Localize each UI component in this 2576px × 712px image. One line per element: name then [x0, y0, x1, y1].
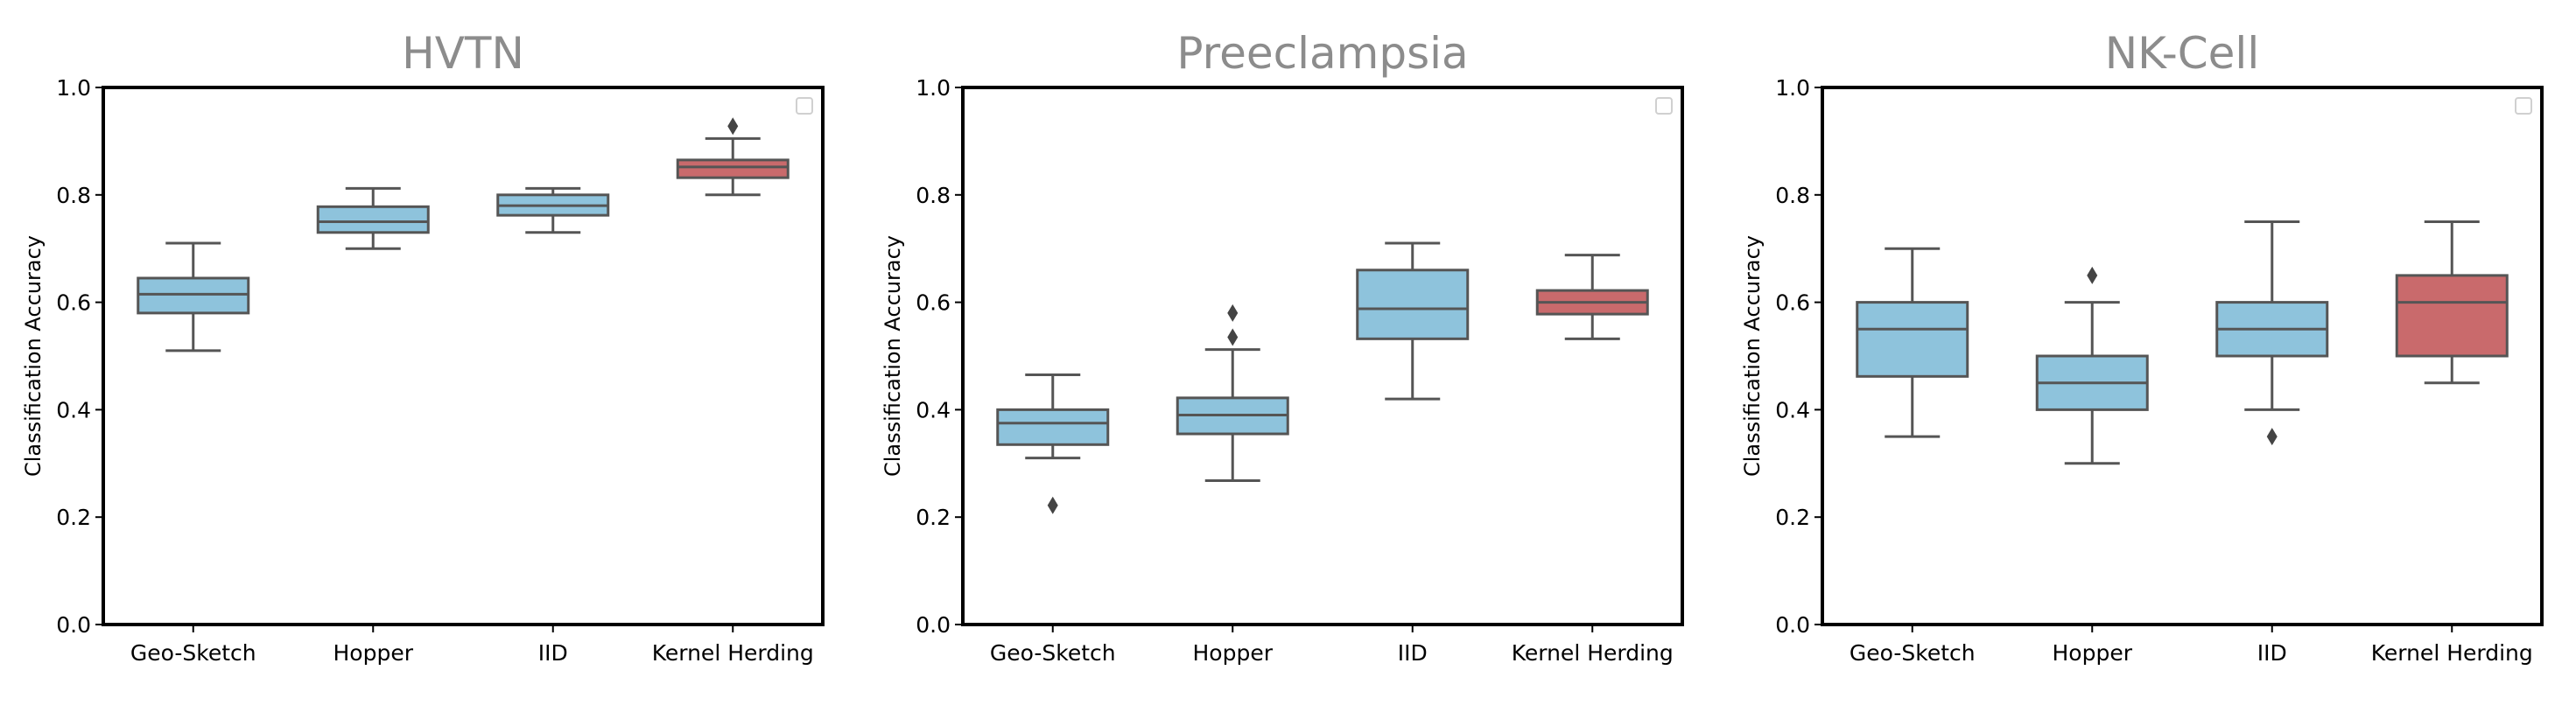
x-tick-label: IID: [538, 640, 568, 666]
box-kernel-herding: [2395, 220, 2509, 385]
y-tick-label: 0.2: [1775, 505, 1810, 530]
x-tick-label: Hopper: [333, 640, 414, 666]
legend-box: [1655, 97, 1673, 115]
box-kernel-herding: [676, 117, 790, 197]
y-tick-label: 0.6: [1775, 290, 1810, 316]
x-tick-label: Hopper: [1193, 640, 1274, 666]
axes-frame: [102, 86, 825, 626]
box-iid: [1356, 241, 1470, 401]
outlier-marker: [727, 117, 739, 136]
iqr-box: [2395, 274, 2509, 358]
box-kernel-herding: [1535, 254, 1649, 340]
iqr-box: [676, 158, 790, 179]
panel-3: NK-Cell Classification Accuracy 0.0 0.2 0.4 0…: [1740, 28, 2544, 666]
outlier-marker: [2266, 428, 2278, 446]
panel-1: HVTN Classification Accuracy 0.0 0.2 0.4 0.6 0…: [21, 28, 825, 666]
iqr-box: [996, 408, 1110, 446]
y-tick-label: 0.8: [56, 183, 91, 208]
iqr-box: [1356, 269, 1470, 340]
x-tick-label: Geo-Sketch: [1850, 640, 1976, 666]
y-tick-label: 0.2: [56, 505, 91, 530]
y-axis-label: Classification Accuracy: [881, 235, 905, 477]
y-tick-label: 0.2: [916, 505, 951, 530]
box-hopper: [1176, 304, 1289, 482]
x-tick-label: Geo-Sketch: [130, 640, 256, 666]
x-tick-label: Geo-Sketch: [990, 640, 1116, 666]
panel-2: Preeclampsia Classification Accuracy 0.0 0.…: [881, 28, 1684, 666]
iqr-box: [137, 276, 250, 315]
iqr-box: [316, 205, 430, 234]
x-tick-label: Kernel Herding: [1512, 640, 1674, 666]
y-tick-label: 1.0: [1775, 75, 1810, 101]
y-tick-label: 0.6: [56, 290, 91, 316]
y-axis-label: Classification Accuracy: [1740, 235, 1765, 477]
axes-frame: [1821, 86, 2544, 626]
box-iid: [496, 186, 610, 234]
legend-box: [796, 97, 813, 115]
y-tick-label: 0.8: [916, 183, 951, 208]
box-geo-sketch: [1856, 247, 1969, 438]
box-hopper: [2035, 266, 2149, 465]
y-tick-label: 0.4: [56, 397, 91, 422]
y-tick-label: 1.0: [56, 75, 91, 101]
y-axis-label: Classification Accuracy: [21, 235, 46, 477]
y-tick-label: 0.4: [1775, 397, 1810, 422]
axes-frame: [961, 86, 1684, 626]
outlier-marker: [1047, 496, 1058, 514]
outlier-marker: [1227, 328, 1239, 346]
panel-title: NK-Cell: [2105, 28, 2259, 79]
iqr-box: [1856, 301, 1969, 378]
x-tick-label: Kernel Herding: [2371, 640, 2533, 666]
y-tick-label: 0.0: [56, 612, 91, 638]
x-tick-label: IID: [1398, 640, 1428, 666]
y-tick-label: 0.0: [916, 612, 951, 638]
x-tick-label: Hopper: [2053, 640, 2133, 666]
box-hopper: [316, 186, 430, 250]
panel-title: Preeclampsia: [1176, 28, 1468, 79]
y-tick-label: 0.6: [916, 290, 951, 316]
x-tick-label: Kernel Herding: [652, 640, 814, 666]
box-geo-sketch: [996, 373, 1110, 514]
box-iid: [2215, 220, 2329, 446]
x-tick-label: IID: [2257, 640, 2287, 666]
outlier-marker: [1227, 304, 1239, 322]
y-tick-label: 0.0: [1775, 612, 1810, 638]
y-tick-label: 0.8: [1775, 183, 1810, 208]
y-tick-label: 0.4: [916, 397, 951, 422]
legend-box: [2515, 97, 2532, 115]
panel-title: HVTN: [402, 28, 524, 79]
outlier-marker: [2087, 266, 2098, 284]
box-geo-sketch: [137, 241, 250, 353]
y-tick-label: 1.0: [916, 75, 951, 101]
